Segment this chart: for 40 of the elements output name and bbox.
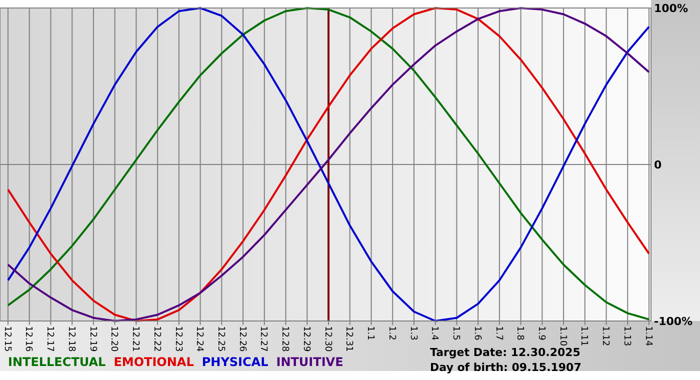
x-tick-label: 1.2 bbox=[386, 326, 396, 340]
x-tick-label: 1.7 bbox=[493, 326, 504, 340]
x-tick-label: 12.15 bbox=[2, 326, 12, 352]
x-tick-label: 12.16 bbox=[23, 326, 34, 352]
x-tick-label: 12.23 bbox=[172, 326, 183, 352]
x-tick-label: 12.30 bbox=[322, 326, 332, 352]
x-tick-label: 1.9 bbox=[536, 326, 546, 341]
x-tick-label: 12.24 bbox=[194, 326, 204, 352]
text: INTELLECTUAL bbox=[8, 355, 106, 369]
text: INTUITIVE bbox=[276, 355, 344, 369]
x-tick-label: 1.3 bbox=[408, 326, 418, 340]
x-tick-label: 12.19 bbox=[87, 326, 98, 352]
y-tick-label: 0 bbox=[654, 158, 662, 172]
text: PHYSICAL bbox=[202, 355, 269, 369]
x-tick-label: 12.26 bbox=[236, 326, 247, 352]
y-tick-label: -100% bbox=[654, 314, 693, 328]
x-tick-label: 1.5 bbox=[450, 326, 461, 340]
x-tick-label: 12.21 bbox=[130, 326, 140, 352]
x-tick-label: 12.27 bbox=[258, 326, 268, 352]
x-tick-label: 1.14 bbox=[642, 326, 653, 346]
y-tick-label: 100% bbox=[654, 2, 688, 15]
x-tick-label: 12.18 bbox=[66, 326, 76, 352]
x-tick-label: 12.22 bbox=[151, 326, 162, 352]
x-tick-label: 1.11 bbox=[578, 326, 589, 346]
x-tick-label: 12.20 bbox=[108, 326, 119, 352]
x-tick-label: 1.6 bbox=[472, 326, 482, 341]
x-tick-label: 12.29 bbox=[300, 326, 311, 352]
x-tick-label: 12.31 bbox=[344, 326, 354, 352]
text: EMOTIONAL bbox=[114, 355, 194, 369]
text: Target Date: 12.30.2025 bbox=[430, 346, 580, 359]
x-tick-label: 1.4 bbox=[429, 326, 440, 341]
x-tick-label: 12.17 bbox=[44, 326, 55, 352]
text: Day of birth: 09.15.1907 bbox=[430, 361, 582, 374]
x-tick-label: 12.28 bbox=[280, 326, 290, 352]
x-tick-label: 1.8 bbox=[514, 326, 525, 341]
x-tick-label: 12.25 bbox=[216, 326, 226, 352]
x-tick-label: 1.13 bbox=[621, 326, 632, 346]
x-tick-label: 1.10 bbox=[557, 326, 568, 346]
x-tick-label: 1.12 bbox=[600, 326, 610, 346]
x-tick-label: 1.1 bbox=[365, 326, 376, 340]
